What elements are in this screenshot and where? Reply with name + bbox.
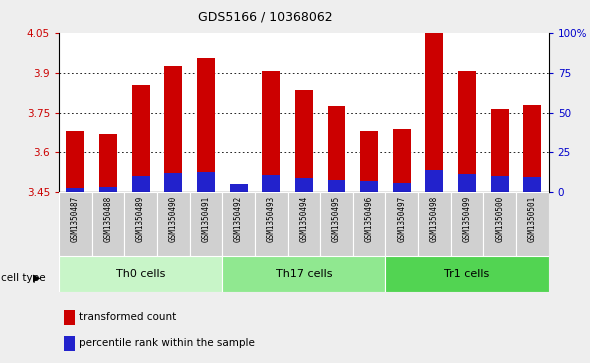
Bar [295, 90, 313, 192]
FancyBboxPatch shape [418, 192, 451, 256]
Bar [360, 181, 378, 192]
Text: GSM1350496: GSM1350496 [365, 196, 373, 242]
Bar [458, 71, 476, 192]
Text: GSM1350487: GSM1350487 [71, 196, 80, 242]
Bar [262, 175, 280, 192]
Bar [425, 170, 444, 192]
Text: Th0 cells: Th0 cells [116, 269, 165, 279]
Text: cell type: cell type [1, 273, 46, 283]
Bar [64, 336, 75, 351]
Bar [393, 183, 411, 192]
Bar [523, 105, 542, 192]
FancyBboxPatch shape [157, 192, 189, 256]
Text: GSM1350492: GSM1350492 [234, 196, 243, 242]
FancyBboxPatch shape [385, 192, 418, 256]
Bar [164, 66, 182, 192]
Bar [327, 106, 346, 192]
FancyBboxPatch shape [385, 256, 549, 292]
Bar [523, 177, 542, 192]
Text: transformed count: transformed count [78, 312, 176, 322]
Bar [66, 188, 84, 192]
FancyBboxPatch shape [222, 192, 255, 256]
FancyBboxPatch shape [451, 192, 483, 256]
FancyBboxPatch shape [91, 192, 124, 256]
Bar [425, 33, 444, 192]
Text: GSM1350500: GSM1350500 [495, 196, 504, 242]
Text: GSM1350499: GSM1350499 [463, 196, 471, 242]
Text: GSM1350497: GSM1350497 [397, 196, 407, 242]
Text: GSM1350490: GSM1350490 [169, 196, 178, 242]
Text: percentile rank within the sample: percentile rank within the sample [78, 338, 254, 348]
FancyBboxPatch shape [353, 192, 385, 256]
Bar [164, 173, 182, 192]
FancyBboxPatch shape [483, 192, 516, 256]
Bar [491, 176, 509, 192]
Text: GSM1350491: GSM1350491 [201, 196, 211, 242]
Bar [197, 58, 215, 192]
FancyBboxPatch shape [255, 192, 287, 256]
Bar [360, 131, 378, 192]
Text: ▶: ▶ [32, 273, 40, 283]
Text: GSM1350498: GSM1350498 [430, 196, 439, 242]
Text: GSM1350488: GSM1350488 [103, 196, 113, 242]
Text: Th17 cells: Th17 cells [276, 269, 332, 279]
FancyBboxPatch shape [222, 256, 385, 292]
Bar [393, 129, 411, 192]
Bar [458, 174, 476, 192]
Bar [66, 131, 84, 192]
Bar [132, 85, 150, 192]
Text: GSM1350489: GSM1350489 [136, 196, 145, 242]
FancyBboxPatch shape [59, 256, 222, 292]
Bar [295, 178, 313, 192]
Bar [99, 134, 117, 192]
FancyBboxPatch shape [516, 192, 549, 256]
Bar [230, 184, 248, 192]
Text: GDS5166 / 10368062: GDS5166 / 10368062 [198, 11, 333, 24]
Bar [64, 310, 75, 325]
Text: Tr1 cells: Tr1 cells [444, 269, 490, 279]
Text: GSM1350494: GSM1350494 [299, 196, 309, 242]
Bar [197, 172, 215, 192]
Text: GSM1350495: GSM1350495 [332, 196, 341, 242]
Bar [262, 71, 280, 192]
FancyBboxPatch shape [124, 192, 157, 256]
Bar [491, 109, 509, 192]
Text: GSM1350501: GSM1350501 [528, 196, 537, 242]
FancyBboxPatch shape [189, 192, 222, 256]
FancyBboxPatch shape [320, 192, 353, 256]
Text: GSM1350493: GSM1350493 [267, 196, 276, 242]
Bar [230, 186, 248, 192]
Bar [327, 180, 346, 192]
Bar [99, 187, 117, 192]
FancyBboxPatch shape [59, 192, 91, 256]
FancyBboxPatch shape [287, 192, 320, 256]
Bar [132, 176, 150, 192]
